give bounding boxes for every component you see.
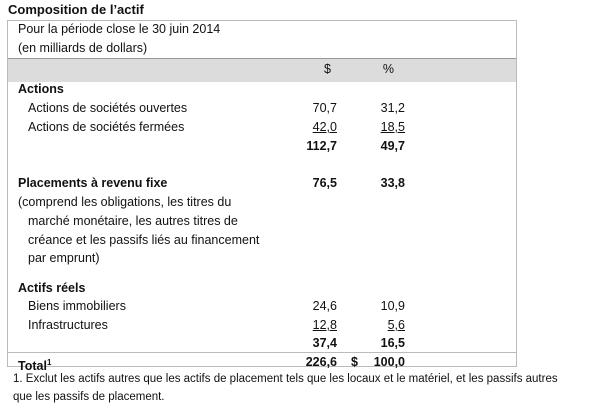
- period-label: Pour la période close le 30 juin 2014: [18, 22, 221, 36]
- section-heading: Actifs réels: [18, 281, 86, 295]
- note-line: par emprunt): [28, 251, 100, 265]
- note-line: marché monétaire, les autres titres de: [28, 214, 238, 228]
- table-title: Composition de l’actif: [8, 2, 144, 17]
- column-headers: $ %: [8, 60, 516, 79]
- table-row: Actions de sociétés ouvertes 70,7 31,2: [28, 101, 405, 115]
- table-row: Actions de sociétés fermées 42,0 18,5: [28, 120, 405, 134]
- footnote: que les passifs de placement.: [13, 391, 165, 403]
- section-heading: Actions: [18, 82, 64, 96]
- col-percent: %: [382, 62, 394, 76]
- table-row: Infrastructures 12,8 5,6: [28, 318, 405, 332]
- note-line: créance et les passifs liés au financeme…: [28, 233, 260, 247]
- subtotal-row: 112,7 49,7: [306, 139, 405, 153]
- table-row: Biens immobiliers 24,6 10,9: [28, 299, 405, 313]
- footnote: 1. Exclut les actifs autres que les acti…: [13, 373, 558, 385]
- total-divider: [8, 352, 516, 353]
- note-line: (comprend les obligations, les titres du: [18, 195, 232, 209]
- units-label: (en milliards de dollars): [18, 41, 148, 55]
- section-heading: Placements à revenu fixe 76,5 33,8: [18, 176, 405, 190]
- table-frame: [7, 20, 517, 367]
- col-dollars: $: [324, 62, 331, 76]
- subtotal-row: 37,4 16,5: [312, 336, 405, 350]
- column-header-row: [8, 58, 516, 82]
- total-row: Total1 226,6 $100,0: [18, 355, 405, 374]
